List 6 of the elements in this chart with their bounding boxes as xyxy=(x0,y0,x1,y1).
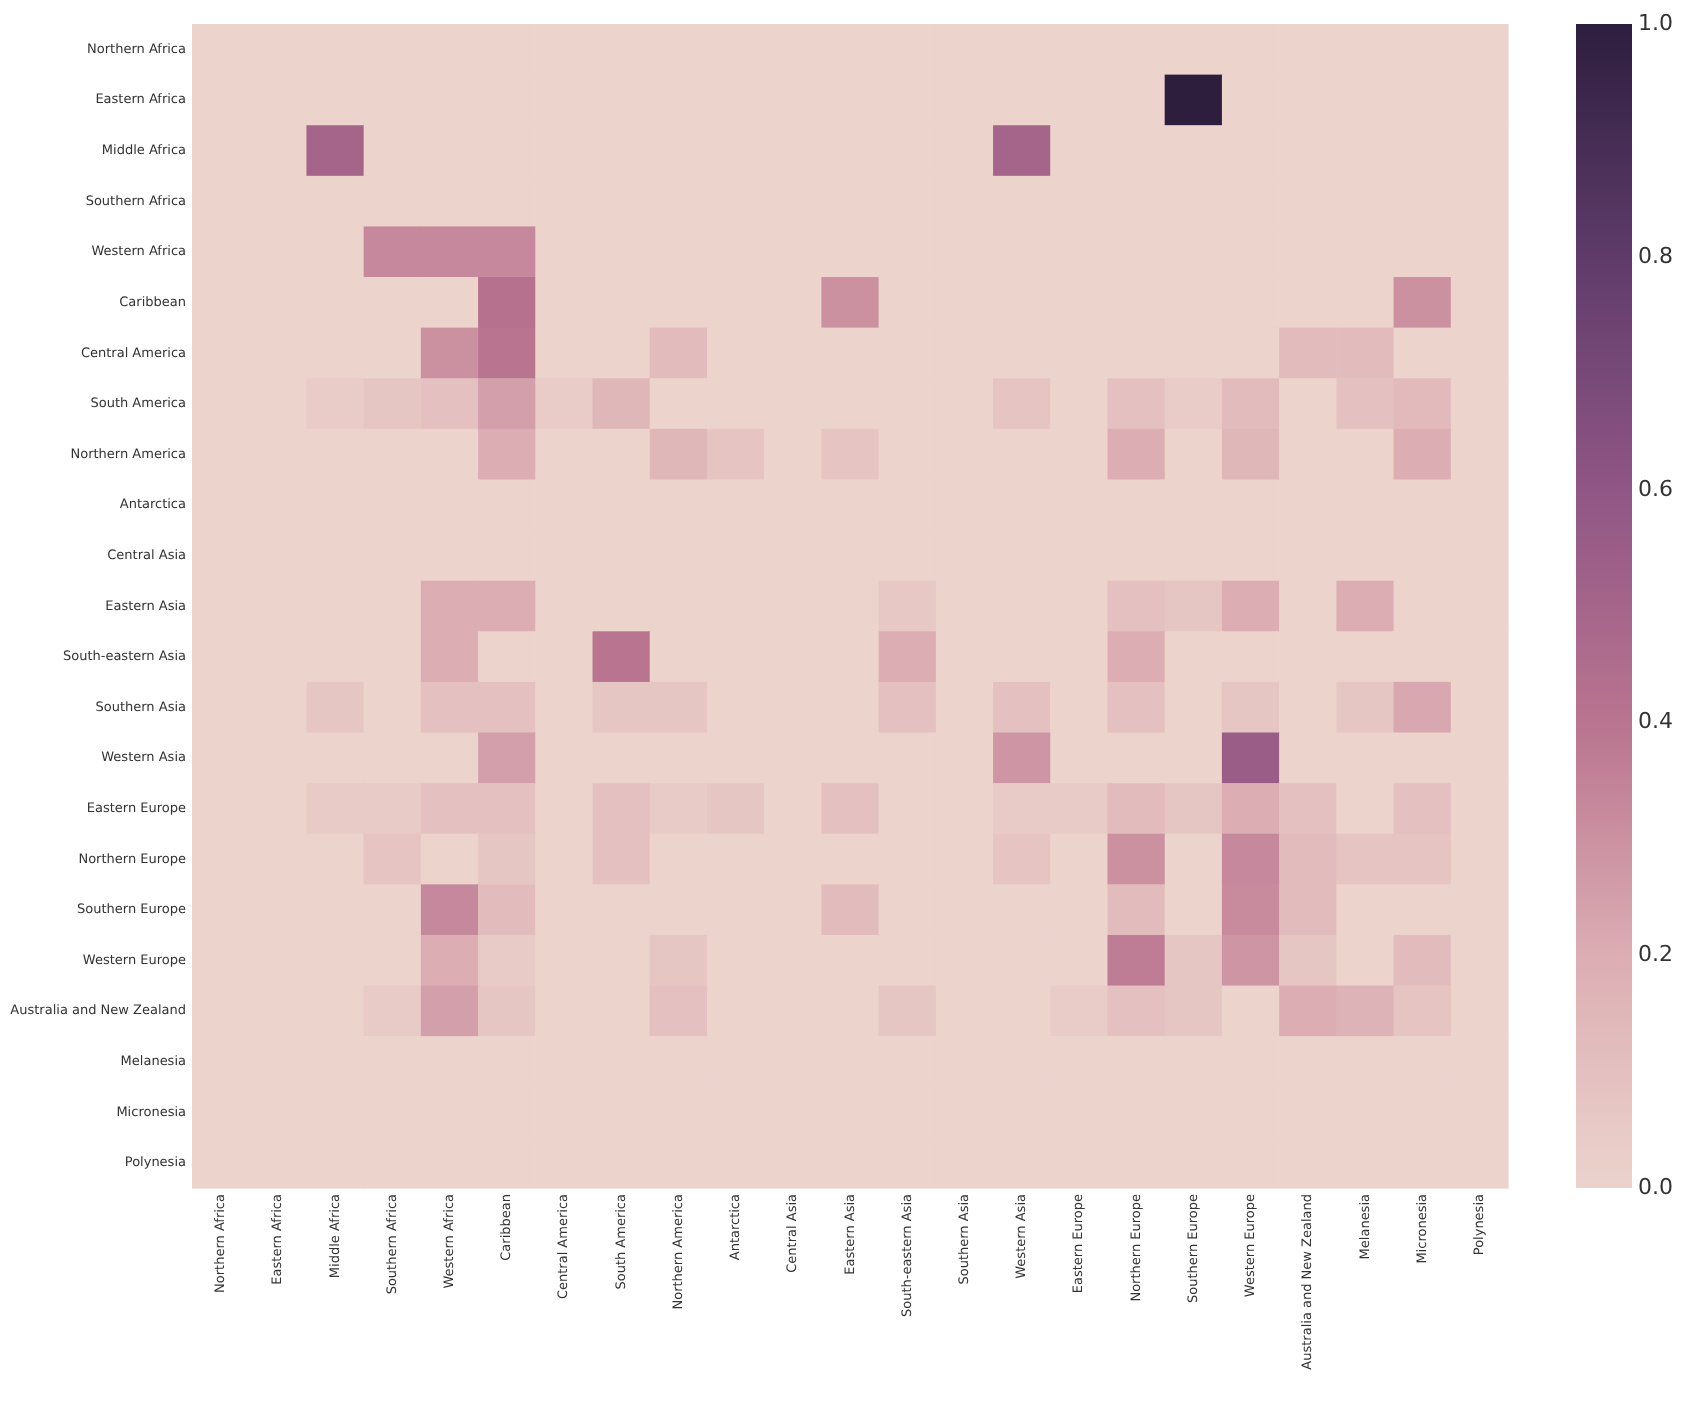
color-bar-label: 0.4 xyxy=(1638,708,1673,735)
color-bar-label: 0.8 xyxy=(1638,242,1673,269)
color-bar-label: 0.2 xyxy=(1638,941,1673,968)
color-bar-label: 0.0 xyxy=(1638,1174,1673,1201)
color-bar-label: 1.0 xyxy=(1638,10,1673,37)
color-bar-label: 0.6 xyxy=(1638,475,1673,502)
